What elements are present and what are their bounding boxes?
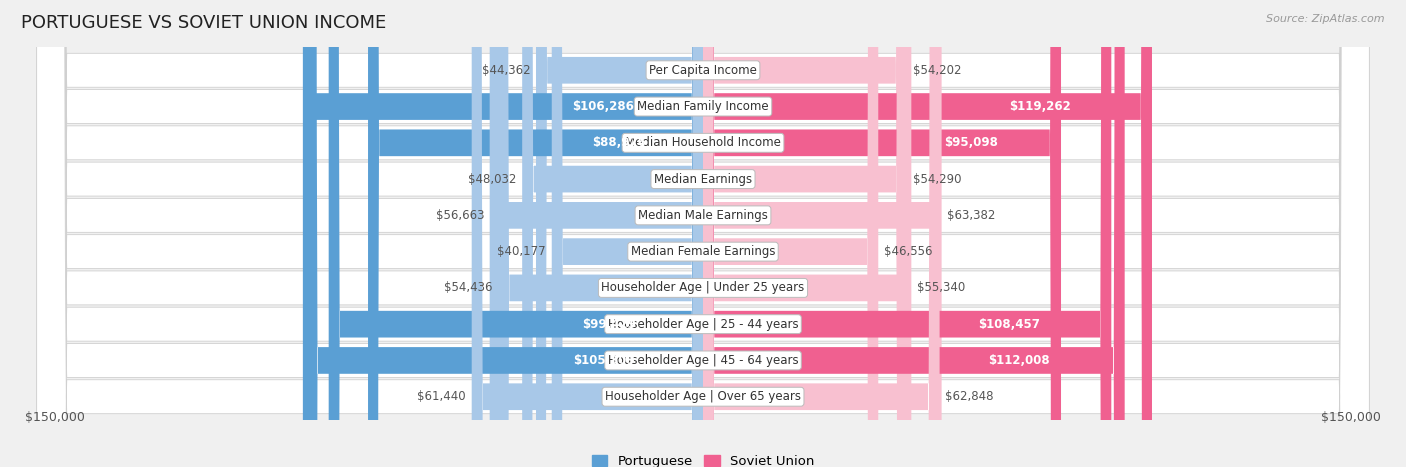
FancyBboxPatch shape (37, 0, 1369, 467)
FancyBboxPatch shape (703, 0, 939, 467)
Text: $95,098: $95,098 (945, 136, 998, 149)
Text: Householder Age | Under 25 years: Householder Age | Under 25 years (602, 282, 804, 294)
FancyBboxPatch shape (368, 0, 703, 467)
Text: Median Family Income: Median Family Income (637, 100, 769, 113)
Text: $40,177: $40,177 (498, 245, 546, 258)
FancyBboxPatch shape (37, 0, 1369, 467)
Text: $106,286: $106,286 (572, 100, 634, 113)
FancyBboxPatch shape (522, 0, 703, 467)
Text: $105,309: $105,309 (574, 354, 634, 367)
FancyBboxPatch shape (37, 0, 1369, 467)
Text: PORTUGUESE VS SOVIET UNION INCOME: PORTUGUESE VS SOVIET UNION INCOME (21, 14, 387, 32)
Text: $108,457: $108,457 (979, 318, 1040, 331)
FancyBboxPatch shape (471, 0, 703, 467)
FancyBboxPatch shape (703, 0, 942, 467)
Text: Householder Age | Over 65 years: Householder Age | Over 65 years (605, 390, 801, 403)
FancyBboxPatch shape (37, 0, 1369, 467)
Text: $99,429: $99,429 (582, 318, 637, 331)
Text: Per Capita Income: Per Capita Income (650, 64, 756, 77)
Text: $44,362: $44,362 (482, 64, 530, 77)
FancyBboxPatch shape (37, 0, 1369, 467)
FancyBboxPatch shape (329, 0, 703, 467)
Text: $119,262: $119,262 (1010, 100, 1070, 113)
Text: $55,340: $55,340 (917, 282, 966, 294)
FancyBboxPatch shape (703, 0, 1152, 467)
Text: $46,556: $46,556 (884, 245, 932, 258)
Text: $62,848: $62,848 (945, 390, 994, 403)
Text: $54,202: $54,202 (912, 64, 962, 77)
FancyBboxPatch shape (551, 0, 703, 467)
FancyBboxPatch shape (703, 0, 1111, 467)
FancyBboxPatch shape (703, 0, 1062, 467)
FancyBboxPatch shape (703, 0, 907, 467)
FancyBboxPatch shape (498, 0, 703, 467)
Text: $54,290: $54,290 (912, 173, 962, 185)
Text: $56,663: $56,663 (436, 209, 484, 222)
Text: $150,000: $150,000 (1320, 411, 1381, 424)
FancyBboxPatch shape (536, 0, 703, 467)
Text: Householder Age | 25 - 44 years: Householder Age | 25 - 44 years (607, 318, 799, 331)
Text: Median Household Income: Median Household Income (626, 136, 780, 149)
FancyBboxPatch shape (703, 0, 879, 467)
FancyBboxPatch shape (37, 0, 1369, 467)
FancyBboxPatch shape (37, 0, 1369, 467)
Text: Source: ZipAtlas.com: Source: ZipAtlas.com (1267, 14, 1385, 24)
FancyBboxPatch shape (489, 0, 703, 467)
Text: $112,008: $112,008 (988, 354, 1050, 367)
FancyBboxPatch shape (37, 0, 1369, 467)
FancyBboxPatch shape (703, 0, 911, 467)
FancyBboxPatch shape (37, 0, 1369, 467)
Text: $54,436: $54,436 (444, 282, 492, 294)
Text: $61,440: $61,440 (418, 390, 465, 403)
Text: $48,032: $48,032 (468, 173, 516, 185)
Text: $63,382: $63,382 (948, 209, 995, 222)
Text: Median Male Earnings: Median Male Earnings (638, 209, 768, 222)
Text: $88,976: $88,976 (592, 136, 647, 149)
FancyBboxPatch shape (37, 0, 1369, 467)
Text: Median Female Earnings: Median Female Earnings (631, 245, 775, 258)
Legend: Portuguese, Soviet Union: Portuguese, Soviet Union (586, 450, 820, 467)
Text: Median Earnings: Median Earnings (654, 173, 752, 185)
Text: Householder Age | 45 - 64 years: Householder Age | 45 - 64 years (607, 354, 799, 367)
FancyBboxPatch shape (703, 0, 907, 467)
FancyBboxPatch shape (302, 0, 703, 467)
FancyBboxPatch shape (307, 0, 703, 467)
Text: $150,000: $150,000 (25, 411, 86, 424)
FancyBboxPatch shape (703, 0, 1125, 467)
